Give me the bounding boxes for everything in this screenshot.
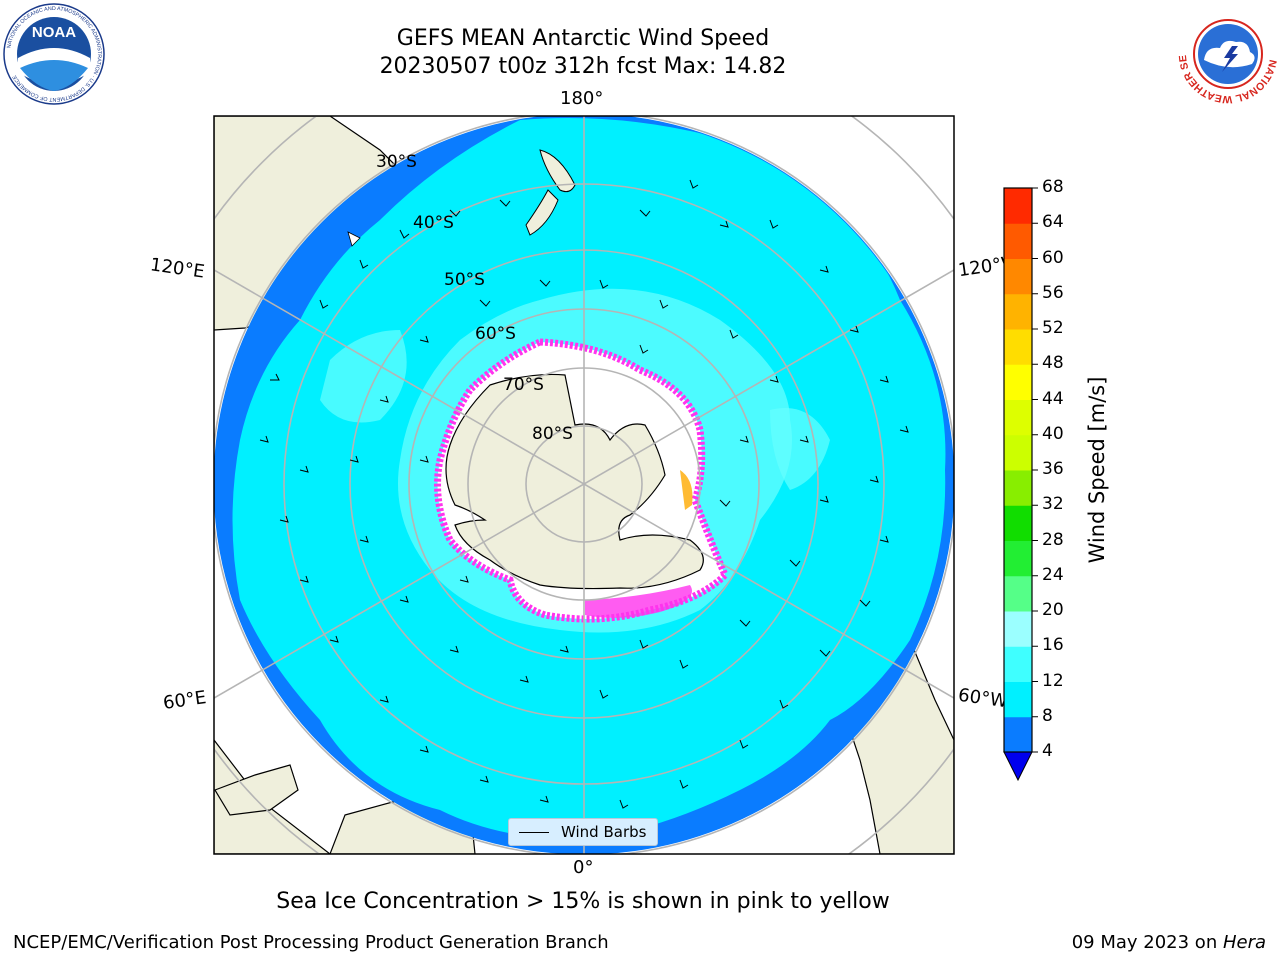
colorbar-tick-label: 52 [1042, 318, 1064, 338]
colorbar-segment [1004, 681, 1032, 718]
lat-label-30s: 30°S [376, 152, 417, 172]
colorbar-tick-label: 36 [1042, 459, 1064, 479]
polar-map [213, 115, 955, 855]
colorbar-segment [1004, 540, 1032, 577]
colorbar-tick-label: 4 [1042, 741, 1053, 761]
lat-label-70s: 70°S [503, 375, 544, 395]
colorbar-tick-label: 16 [1042, 635, 1064, 656]
colorbar-tick-label: 60 [1042, 247, 1064, 268]
colorbar-segment [1004, 223, 1032, 259]
lat-label-60s: 60°S [475, 324, 516, 344]
colorbar-tick-label: 8 [1042, 705, 1053, 726]
colorbar-label: Wind Speed [m/s] [1085, 376, 1109, 564]
sea-ice-note: Sea Ice Concentration > 15% is shown in … [276, 889, 890, 914]
legend: Wind Barbs [508, 818, 658, 846]
colorbar-segment [1004, 293, 1032, 330]
legend-line-swatch [519, 832, 549, 833]
noaa-logo: NOAA NATIONAL OCEANIC AND ATMOSPHERIC AD… [3, 3, 105, 105]
footer-host: Hera [1222, 932, 1266, 953]
footer-date: 09 May 2023 on Hera [1072, 932, 1266, 953]
colorbar-tick-label: 40 [1042, 423, 1064, 444]
chart-subtitle: 20230507 t00z 312h fcst Max: 14.82 [379, 54, 787, 79]
colorbar-segment [1004, 575, 1032, 612]
colorbar-tick-label: 32 [1042, 494, 1064, 515]
lat-label-80s: 80°S [532, 424, 573, 444]
lon-label-180: 180° [560, 88, 604, 109]
colorbar-segment [1004, 188, 1032, 224]
colorbar-segment [1004, 505, 1032, 541]
colorbar-segment [1004, 434, 1032, 471]
wind-barbs [259, 179, 909, 809]
colorbar-segment [1004, 716, 1032, 753]
colorbar-tick-label: 68 [1042, 177, 1064, 197]
colorbar-under-arrow [1003, 751, 1033, 782]
colorbar-segment [1004, 329, 1032, 365]
lon-label-120e: 120°E [148, 254, 206, 283]
colorbar [1003, 187, 1038, 782]
noaa-logo-text: NOAA [32, 24, 76, 41]
colorbar-segment [1004, 258, 1032, 295]
colorbar-tick-label: 44 [1042, 388, 1064, 409]
footer-credit: NCEP/EMC/Verification Post Processing Pr… [13, 932, 609, 953]
colorbar-tick-label: 20 [1042, 600, 1064, 620]
antarctica-land [445, 373, 704, 590]
lon-label-60e: 60°E [161, 687, 208, 714]
colorbar-segment [1004, 646, 1032, 682]
footer-date-text: 09 May 2023 on [1071, 932, 1223, 953]
colorbar-segment [1004, 470, 1032, 506]
lat-label-50s: 50°S [444, 270, 485, 290]
colorbar-tick-label: 64 [1042, 212, 1064, 233]
legend-label: Wind Barbs [561, 823, 647, 841]
lon-label-0: 0° [573, 857, 594, 878]
colorbar-segment [1004, 399, 1032, 436]
colorbar-segment [1004, 364, 1032, 400]
colorbar-tick-label: 56 [1042, 282, 1064, 303]
chart-title: GEFS MEAN Antarctic Wind Speed [396, 26, 770, 51]
colorbar-tick-label: 24 [1042, 564, 1064, 585]
graticule [214, 116, 954, 854]
colorbar-tick-label: 28 [1042, 529, 1064, 550]
colorbar-segment [1004, 611, 1032, 647]
nws-logo: NATIONAL WEATHER SERVICE [1176, 2, 1279, 105]
colorbar-tick-label: 48 [1042, 353, 1064, 374]
lat-label-40s: 40°S [413, 213, 454, 233]
colorbar-tick-label: 12 [1042, 670, 1064, 691]
